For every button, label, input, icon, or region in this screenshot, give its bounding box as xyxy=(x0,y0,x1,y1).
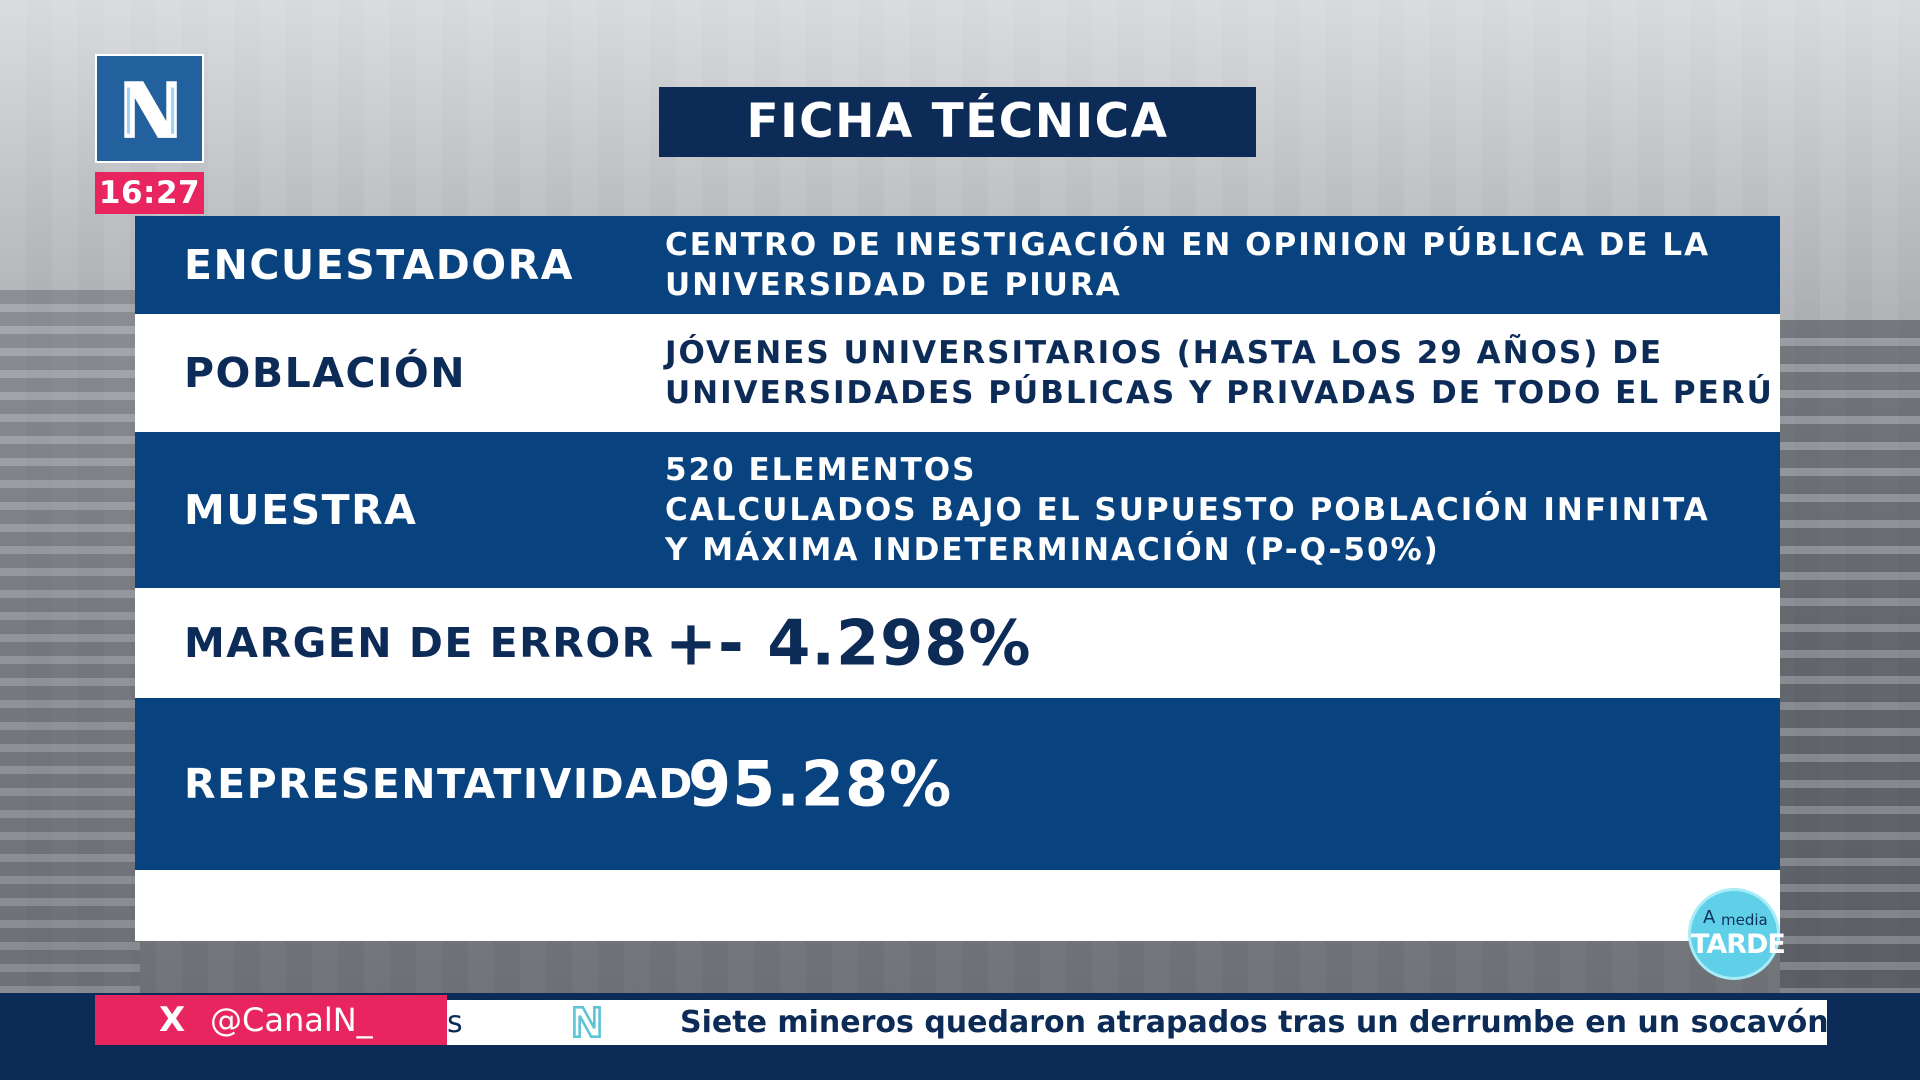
row-value: 520 ELEMENTOS CALCULADOS BAJO EL SUPUEST… xyxy=(665,450,1710,570)
row-value: JÓVENES UNIVERSITARIOS (HASTA LOS 29 AÑO… xyxy=(665,333,1774,413)
show-logo-text: TARDE xyxy=(1691,929,1786,960)
canal-n-small-logo-icon xyxy=(566,1001,608,1043)
row-label: ENCUESTADORA xyxy=(184,241,574,289)
show-logo-text: media xyxy=(1721,911,1768,929)
canal-n-logo-icon xyxy=(95,54,204,163)
representativeness-value: 95.28% xyxy=(688,747,953,821)
row-value-line: 520 ELEMENTOS xyxy=(665,452,977,488)
a-media-tarde-logo-icon: A media TARDE xyxy=(1688,888,1786,980)
ticker-previous-fragment: s xyxy=(447,1005,463,1040)
technical-sheet-table: ENCUESTADORA CENTRO DE INESTIGACIÓN EN O… xyxy=(135,216,1780,941)
x-icon: X xyxy=(159,1000,186,1040)
row-value-line: CALCULADOS BAJO EL SUPUESTO POBLACIÓN IN… xyxy=(665,492,1710,528)
row-label: MARGEN DE ERROR xyxy=(184,619,655,667)
row-value-line: Y MÁXIMA INDETERMINACIÓN (P-Q-50%) xyxy=(665,532,1440,568)
social-handle-badge: X @CanalN_ xyxy=(95,995,447,1045)
margin-of-error-value: +- 4.298% xyxy=(665,606,1032,680)
background-building-left xyxy=(0,290,140,1020)
table-row-margen-de-error: MARGEN DE ERROR +- 4.298% xyxy=(135,588,1780,698)
page-title: FICHA TÉCNICA xyxy=(659,87,1256,157)
ticker-headline-viewport: Siete mineros quedaron atrapados tras un… xyxy=(680,1000,1827,1045)
ticker-headline: Siete mineros quedaron atrapados tras un… xyxy=(680,1005,1827,1040)
row-value-line: UNIVERSIDAD DE PIURA xyxy=(665,267,1122,303)
row-value-line: JÓVENES UNIVERSITARIOS (HASTA LOS 29 AÑO… xyxy=(665,335,1664,371)
social-handle: @CanalN_ xyxy=(210,1001,373,1039)
table-row-muestra: MUESTRA 520 ELEMENTOS CALCULADOS BAJO EL… xyxy=(135,432,1780,588)
row-value-line: CENTRO DE INESTIGACIÓN EN OPINION PÚBLIC… xyxy=(665,227,1711,263)
row-label: POBLACIÓN xyxy=(184,349,467,397)
row-label: MUESTRA xyxy=(184,486,418,534)
table-row-encuestadora: ENCUESTADORA CENTRO DE INESTIGACIÓN EN O… xyxy=(135,216,1780,314)
row-value-line: UNIVERSIDADES PÚBLICAS Y PRIVADAS DE TOD… xyxy=(665,375,1774,411)
background-building-right xyxy=(1780,320,1920,1020)
row-value: CENTRO DE INESTIGACIÓN EN OPINION PÚBLIC… xyxy=(665,225,1710,305)
row-label: REPRESENTATIVIDAD xyxy=(184,760,694,808)
clock: 16:27 xyxy=(95,172,204,214)
show-logo-text: A xyxy=(1703,907,1716,928)
table-row-poblacion: POBLACIÓN JÓVENES UNIVERSITARIOS (HASTA … xyxy=(135,314,1780,432)
table-row-representatividad: REPRESENTATIVIDAD 95.28% xyxy=(135,698,1780,870)
